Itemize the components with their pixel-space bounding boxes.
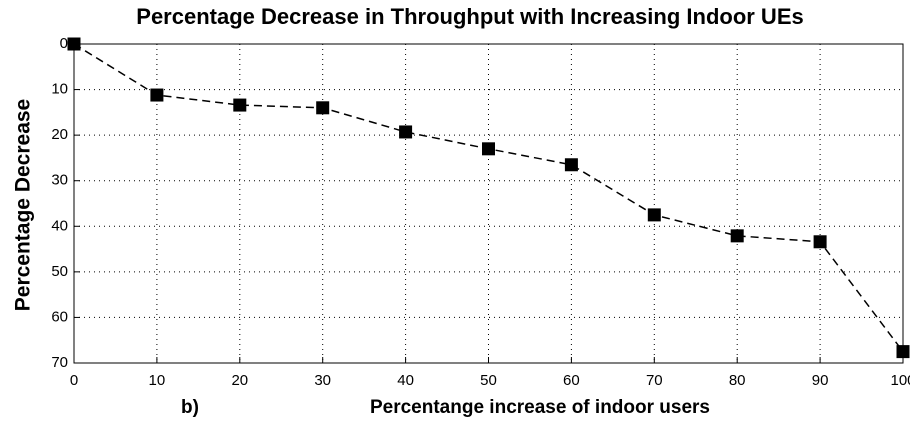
data-marker — [482, 142, 495, 156]
data-marker — [730, 229, 744, 243]
y-tick-label: 10 — [51, 81, 68, 98]
x-tick-label: 0 — [70, 372, 78, 389]
plot-frame — [73, 43, 904, 364]
plot-area — [74, 44, 903, 363]
y-tick-label: 70 — [51, 354, 68, 371]
x-tick-label: 10 — [149, 372, 166, 389]
data-marker — [316, 101, 330, 115]
x-tick-label: 30 — [314, 372, 331, 389]
chart-title: Percentage Decrease in Throughput with I… — [136, 4, 803, 29]
y-tick-label: 0 — [60, 35, 68, 52]
y-tick-label: 20 — [51, 126, 68, 143]
x-axis-label: Percentange increase of indoor users — [370, 397, 710, 418]
annotation: b) — [181, 397, 199, 418]
y-tick-label: 60 — [51, 308, 68, 325]
data-marker — [647, 208, 661, 222]
x-tick-label: 40 — [397, 372, 414, 389]
data-marker — [233, 98, 247, 112]
data-marker — [67, 37, 81, 51]
data-marker — [813, 235, 827, 249]
data-marker — [896, 345, 910, 359]
x-tick-label: 90 — [812, 372, 829, 389]
x-tick-label: 80 — [729, 372, 746, 389]
x-tick-label: 50 — [480, 372, 497, 389]
data-marker — [399, 125, 413, 139]
data-marker — [150, 88, 164, 102]
x-tick-label: 100 — [890, 372, 910, 389]
data-marker — [564, 158, 578, 172]
y-tick-label: 30 — [51, 172, 68, 189]
x-tick-label: 60 — [563, 372, 580, 389]
y-tick-label: 40 — [51, 217, 68, 234]
x-tick-label: 70 — [646, 372, 663, 389]
y-tick-label: 50 — [51, 263, 68, 280]
y-axis-label: Percentage Decrease — [12, 99, 35, 311]
x-tick-label: 20 — [231, 372, 248, 389]
